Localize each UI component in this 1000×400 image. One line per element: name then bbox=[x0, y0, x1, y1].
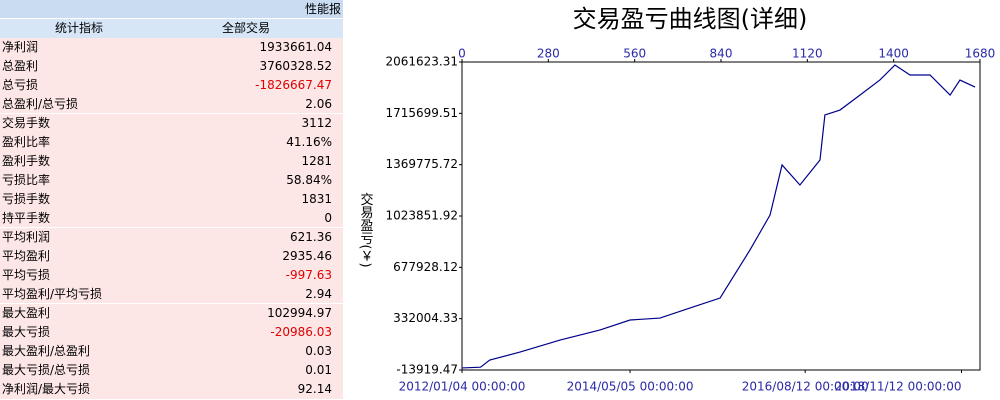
table-row: 亏损手数 1831 bbox=[0, 190, 343, 209]
metric-value: 1933661.04 bbox=[259, 40, 332, 54]
metric-name: 最大亏损/总亏损 bbox=[2, 363, 91, 377]
table-row: 平均亏损 -997.63 bbox=[0, 266, 343, 285]
table-row: 净利润 1933661.04 bbox=[0, 38, 343, 57]
table-header: 统计指标 全部交易 bbox=[0, 18, 343, 38]
metric-name: 亏损手数 bbox=[2, 192, 51, 206]
x-tick-label: 280 bbox=[537, 47, 560, 61]
metric-value: -1826667.47 bbox=[255, 78, 332, 92]
header-cell: 全部交易 bbox=[222, 21, 271, 35]
x2-tick-label: 2014/05/05 00:00:00 bbox=[567, 380, 694, 394]
metric-name: 最大盈利 bbox=[2, 306, 51, 320]
metric-value: 3760328.52 bbox=[259, 59, 332, 73]
metric-name: 净利润 bbox=[2, 40, 39, 54]
equity-line bbox=[461, 64, 976, 369]
metric-value: 0.03 bbox=[305, 344, 332, 358]
table-row: 盈利比率 41.16% bbox=[0, 133, 343, 152]
table-row: 平均盈利/平均亏损 2.94 bbox=[0, 285, 343, 304]
metric-name: 最大盈利/总盈利 bbox=[2, 344, 91, 358]
metric-value: 2.06 bbox=[305, 97, 332, 111]
y-tick-label: 1715699.51 bbox=[385, 106, 458, 120]
metric-name: 交易手数 bbox=[2, 116, 51, 130]
metric-value: 102994.97 bbox=[267, 306, 332, 320]
table-row: 平均盈利 2935.46 bbox=[0, 247, 343, 266]
table-row: 总盈利 3760328.52 bbox=[0, 57, 343, 76]
table-row: 持平手数 0 bbox=[0, 209, 343, 228]
table-row: 总盈利/总亏损 2.06 bbox=[0, 95, 343, 114]
table-body: 净利润 1933661.04 总盈利 3760328.52 总亏损 -1826667.47… bbox=[0, 38, 343, 399]
x2-tick-label: 2016/08/12 00:00:00 bbox=[742, 380, 869, 394]
metric-value: 0.01 bbox=[305, 363, 332, 377]
metric-value: 3112 bbox=[301, 116, 332, 130]
x-tick-label: 1400 bbox=[878, 47, 909, 61]
metric-name: 亏损比率 bbox=[2, 173, 51, 187]
table-row: 最大亏损/总亏损 0.01 bbox=[0, 361, 343, 380]
metric-value: -20986.03 bbox=[270, 325, 332, 339]
x2-tick-label: 2018/11/12 00:00:00 bbox=[835, 380, 962, 394]
table-row: 盈利手数 1281 bbox=[0, 152, 343, 171]
panel-tab[interactable]: 性能报 bbox=[0, 0, 343, 18]
x-tick-label: 1120 bbox=[792, 47, 823, 61]
metric-name: 总盈利 bbox=[2, 59, 39, 73]
metric-name: 平均盈利 bbox=[2, 249, 51, 263]
metric-value: 2.94 bbox=[305, 287, 332, 301]
metric-name: 总盈利/总亏损 bbox=[2, 97, 79, 111]
y-tick-label: 677928.12 bbox=[393, 260, 458, 274]
y-tick-label: 2061623.31 bbox=[385, 55, 458, 69]
metric-name: 持平手数 bbox=[2, 211, 51, 225]
x-tick-label: 0 bbox=[458, 47, 466, 61]
metric-name: 总亏损 bbox=[2, 78, 39, 92]
metric-value: 1831 bbox=[301, 192, 332, 206]
table-row: 总亏损 -1826667.47 bbox=[0, 76, 343, 95]
metric-name: 净利润/最大亏损 bbox=[2, 382, 91, 396]
metric-name: 盈利比率 bbox=[2, 135, 51, 149]
y-axis-label: 交易盈亏(￥) bbox=[358, 192, 374, 268]
metric-name: 平均盈利/平均亏损 bbox=[2, 287, 103, 301]
metric-name: 最大亏损 bbox=[2, 325, 51, 339]
y-tick-label: 1023851.92 bbox=[385, 209, 458, 223]
y-tick-label: 1369775.72 bbox=[385, 157, 458, 171]
x2-tick-label: 2012/01/04 00:00:00 bbox=[399, 380, 526, 394]
metric-value: 2935.46 bbox=[282, 249, 332, 263]
table-row: 最大盈利 102994.97 bbox=[0, 304, 343, 323]
chart-title: 交易盈亏曲线图(详细) bbox=[573, 5, 808, 33]
metric-value: 1281 bbox=[301, 154, 332, 168]
y-tick-label: 332004.33 bbox=[393, 311, 458, 325]
x-tick-label: 560 bbox=[623, 47, 646, 61]
table-row: 最大盈利/总盈利 0.03 bbox=[0, 342, 343, 361]
table-row: 平均利润 621.36 bbox=[0, 228, 343, 247]
table-row: 最大亏损 -20986.03 bbox=[0, 323, 343, 342]
metric-value: 0 bbox=[324, 211, 332, 225]
header-cell: 统计指标 bbox=[55, 21, 104, 35]
metric-value: 41.16% bbox=[286, 135, 332, 149]
x-tick-label: 1680 bbox=[965, 47, 996, 61]
x-tick-label: 840 bbox=[710, 47, 733, 61]
metric-value: 58.84% bbox=[286, 173, 332, 187]
stats-panel: 性能报 统计指标 全部交易 净利润 1933661.04 总盈利 3760328.52… bbox=[0, 0, 343, 400]
y-tick-label: -13919.47 bbox=[396, 363, 458, 377]
metric-name: 平均亏损 bbox=[2, 268, 51, 282]
metric-name: 平均利润 bbox=[2, 230, 51, 244]
metric-value: -997.63 bbox=[285, 268, 332, 282]
metric-value: 621.36 bbox=[290, 230, 332, 244]
table-row: 交易手数 3112 bbox=[0, 114, 343, 133]
table-row: 净利润/最大亏损 92.14 bbox=[0, 380, 343, 399]
metric-value: 92.14 bbox=[297, 382, 332, 396]
table-row: 亏损比率 58.84% bbox=[0, 171, 343, 190]
plot-frame bbox=[461, 61, 981, 371]
chart: 交易盈亏曲线图(详细) 交易盈亏(￥) -13919.47 332004.33 67… bbox=[358, 5, 996, 394]
metric-name: 盈利手数 bbox=[2, 154, 51, 168]
